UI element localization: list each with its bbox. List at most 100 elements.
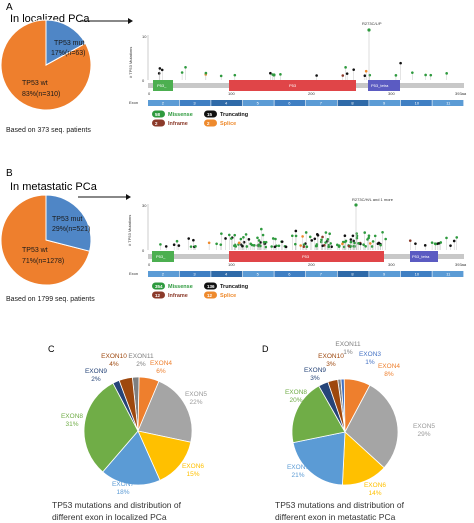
panel-b-mutation-dot (264, 245, 268, 249)
panel-b-mutation-dot (362, 243, 365, 246)
panel-b-mutation-dot (445, 236, 448, 240)
panel-a-exon-block (179, 100, 211, 106)
panel-a-exon-label: 2 (162, 101, 165, 106)
panel-b-ytick-top: 30 (142, 203, 147, 208)
panel-a-mutation-dot (160, 68, 164, 72)
panel-b-mutation-dot (423, 244, 427, 247)
panel-b-mutation-dot (177, 244, 181, 247)
panel-a-exon-block (306, 100, 337, 106)
panel-a-legend: 58 Missense 15 Truncating 2 Inframe 2 Splice (152, 110, 248, 127)
panel-b-legend-badge (204, 282, 217, 290)
panel-b-domain-tad (152, 251, 174, 262)
panel-b-legend-count: 136 (207, 284, 215, 289)
panel-b-xtick-end: 393aa (455, 262, 467, 267)
panel-b-mutation-dot (270, 245, 273, 248)
panel-b-mutation-dot (310, 239, 314, 242)
panel-a-legend-count: 2 (207, 121, 210, 126)
panel-a-exon-block (211, 100, 243, 106)
panel-d-label-pct: 8% (384, 371, 394, 378)
panel-a-lollipop: # TP53 Mutations 10 0 R273C/L/P P53_ P53… (128, 21, 467, 127)
panel-b-exon-block (148, 271, 179, 277)
panel-b-mutation-dot (379, 243, 382, 247)
panel-d-caption-line1: TP53 mutations and distribution of (275, 500, 405, 510)
panel-b-exon-block (211, 271, 243, 277)
panel-b-mutation-dot (414, 242, 417, 245)
panel-b-mutation-dot (242, 235, 245, 239)
panel-b-mutation-dot (353, 241, 356, 245)
panel-a-exon-label: 3 (193, 101, 196, 106)
panel-b-mutation-dot (308, 235, 312, 239)
panel-b-xtick-0: 0 (148, 262, 151, 267)
panel-a-domain-tet (368, 80, 400, 91)
panel-d-label-name: EXON4 (378, 363, 400, 370)
panel-d-pie (291, 378, 399, 486)
panel-a-mutation-dot (269, 71, 272, 75)
panel-b-mutation-dot (371, 240, 375, 243)
panel-b-mutation-dot (261, 233, 265, 237)
panel-a-letter: A (6, 2, 13, 13)
panel-a-pie-mut-slice (45, 19, 87, 66)
panel-b-mutation-dot (274, 237, 277, 241)
panel-b-mutation-dot (336, 243, 339, 247)
panel-c-label-pct: 4% (109, 361, 119, 368)
panel-a-mutation-dot (399, 61, 402, 65)
panel-b-legend-badge (204, 291, 217, 299)
panel-a-hotspot: R273C/L/P (362, 21, 382, 26)
panel-b-mutation-dot (290, 234, 294, 238)
panel-b-mutation-dot (284, 245, 288, 249)
panel-a-exon-block (400, 100, 432, 106)
panel-b-legend-badge (152, 282, 165, 290)
panel-c-slice-exon5 (137, 380, 193, 443)
panel-d-slice-exon10 (327, 379, 346, 433)
panel-b-mutation-dot (257, 243, 261, 246)
panel-b-pie-wt-slice (0, 194, 91, 286)
panel-b-mutation-dot (343, 234, 347, 238)
panel-b-mutation-dot (370, 245, 374, 248)
panel-c-label-pct: 6% (156, 368, 166, 375)
panel-a-mutation-dot (352, 68, 355, 71)
panel-b-mutation-dot (367, 234, 371, 238)
panel-b-mutation-dot (237, 241, 241, 245)
panel-b-mutation-dot (439, 241, 443, 244)
panel-a-mutation-dot (344, 66, 347, 69)
panel-b-mutation-dot (367, 236, 370, 240)
panel-a-legend-label: Missense (168, 112, 193, 118)
panel-a-arrow-head (128, 18, 133, 24)
panel-a-mutation-dot (180, 71, 184, 74)
panel-b-legend-label: Truncating (220, 284, 248, 290)
panel-d-label-name: EXON5 (413, 423, 435, 430)
panel-b-legend-count: 12 (155, 293, 161, 298)
panel-b-legend-label: Splice (220, 293, 236, 299)
panel-b-mutation-dot (384, 237, 387, 241)
panel-d-label-name: EXON7 (287, 464, 309, 471)
panel-b-pie-mut-slice (45, 194, 92, 252)
panel-b-mutation-dot (304, 231, 308, 234)
panel-d-label-pct: 1% (343, 349, 353, 356)
panel-a-mutation-dot (364, 69, 368, 73)
panel-b-mutation-dot (328, 232, 331, 236)
panel-a-exon-block (432, 100, 464, 106)
panel-a-mutation-dot (204, 71, 208, 75)
panel-a-exon-label: 7 (320, 101, 323, 106)
panel-c-label-name: EXON5 (185, 391, 207, 398)
panel-b-mutation-dot (219, 243, 223, 246)
panel-a-mutation-dot (157, 72, 161, 75)
panel-a-wt-pct: 83%(n=310) (22, 91, 60, 98)
panel-c-label-pct: 2% (91, 376, 101, 383)
panel-d-slice-exon5 (344, 384, 399, 469)
panel-a-legend-count: 15 (207, 112, 213, 117)
panel-d-label-name: EXON8 (285, 389, 307, 396)
panel-a-domain-dbd (229, 80, 356, 91)
panel-b-mutation-dot (302, 245, 306, 249)
panel-a-exon-block (148, 100, 179, 106)
panel-b-mutation-dot (315, 244, 318, 248)
panel-b-mut-pct: 29%(n=521) (52, 226, 90, 233)
panel-b-domain-tad-label: P53_ (156, 254, 166, 259)
panel-b-mutation-dot (326, 237, 330, 241)
panel-b-xtick-300: 300 (388, 262, 395, 267)
panel-b-mutation-dot (355, 234, 359, 238)
panel-b-wt-pct: 71%(n=1278) (22, 258, 64, 265)
panel-b-mutation-dot (449, 244, 452, 247)
panel-a-mutation-dot (394, 74, 398, 77)
panel-d-letter: D (262, 344, 269, 354)
